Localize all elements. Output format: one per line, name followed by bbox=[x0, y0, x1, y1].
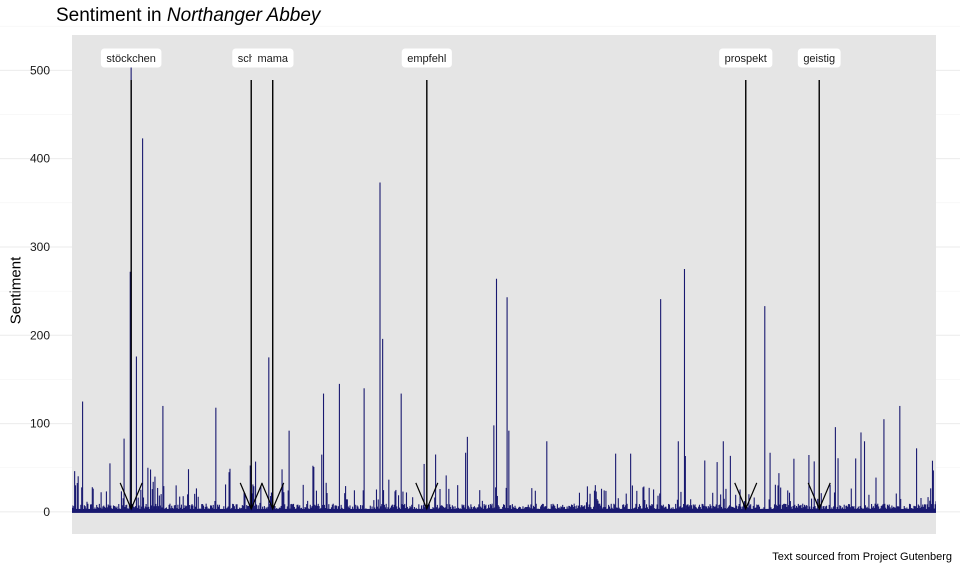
y-axis: 0 100 200 300 400 500 bbox=[30, 63, 50, 519]
annotation-empfehl: empfehl bbox=[401, 48, 452, 511]
annotation-box bbox=[100, 48, 162, 68]
y-tick-label: 0 bbox=[43, 505, 50, 519]
annotation-label: empfehl bbox=[407, 53, 446, 65]
source-caption: Text sourced from Project Gutenberg bbox=[772, 551, 952, 563]
annotation-arrowhead bbox=[261, 482, 285, 511]
y-tick-label: 400 bbox=[30, 152, 50, 166]
chart-title: Sentiment in Northanger Abbey bbox=[56, 5, 320, 27]
annotation-box bbox=[401, 48, 452, 68]
annotation-label: mama bbox=[257, 53, 288, 65]
annotation-prospekt: prospekt bbox=[719, 48, 773, 511]
chart-title-book: Northanger Abbey bbox=[166, 5, 321, 26]
annotation-box bbox=[797, 48, 841, 68]
annotation-geistig: geistig bbox=[797, 48, 841, 511]
y-tick-label: 200 bbox=[30, 328, 50, 342]
annotation-arrowhead bbox=[415, 482, 439, 511]
annotation-arrowhead bbox=[239, 482, 263, 511]
annotation-label: geistig bbox=[803, 53, 835, 65]
y-tick-label: 500 bbox=[30, 63, 50, 77]
y-tick-label: 100 bbox=[30, 417, 50, 431]
annotation-arrowhead bbox=[807, 482, 831, 511]
annotation-mama: mama bbox=[251, 48, 294, 511]
annotation-box bbox=[251, 48, 294, 68]
annotation-stöckchen: stöckchen bbox=[100, 48, 162, 511]
annotation-label: stöckchen bbox=[106, 53, 156, 65]
y-tick-label: 300 bbox=[30, 240, 50, 254]
annotation-box bbox=[719, 48, 773, 68]
chart-title-prefix: Sentiment in bbox=[56, 5, 167, 26]
annotation-arrowhead bbox=[119, 482, 143, 511]
plot-panel bbox=[72, 35, 936, 534]
annotation-label: prospekt bbox=[725, 53, 767, 65]
annotation-arrowhead bbox=[734, 482, 758, 511]
